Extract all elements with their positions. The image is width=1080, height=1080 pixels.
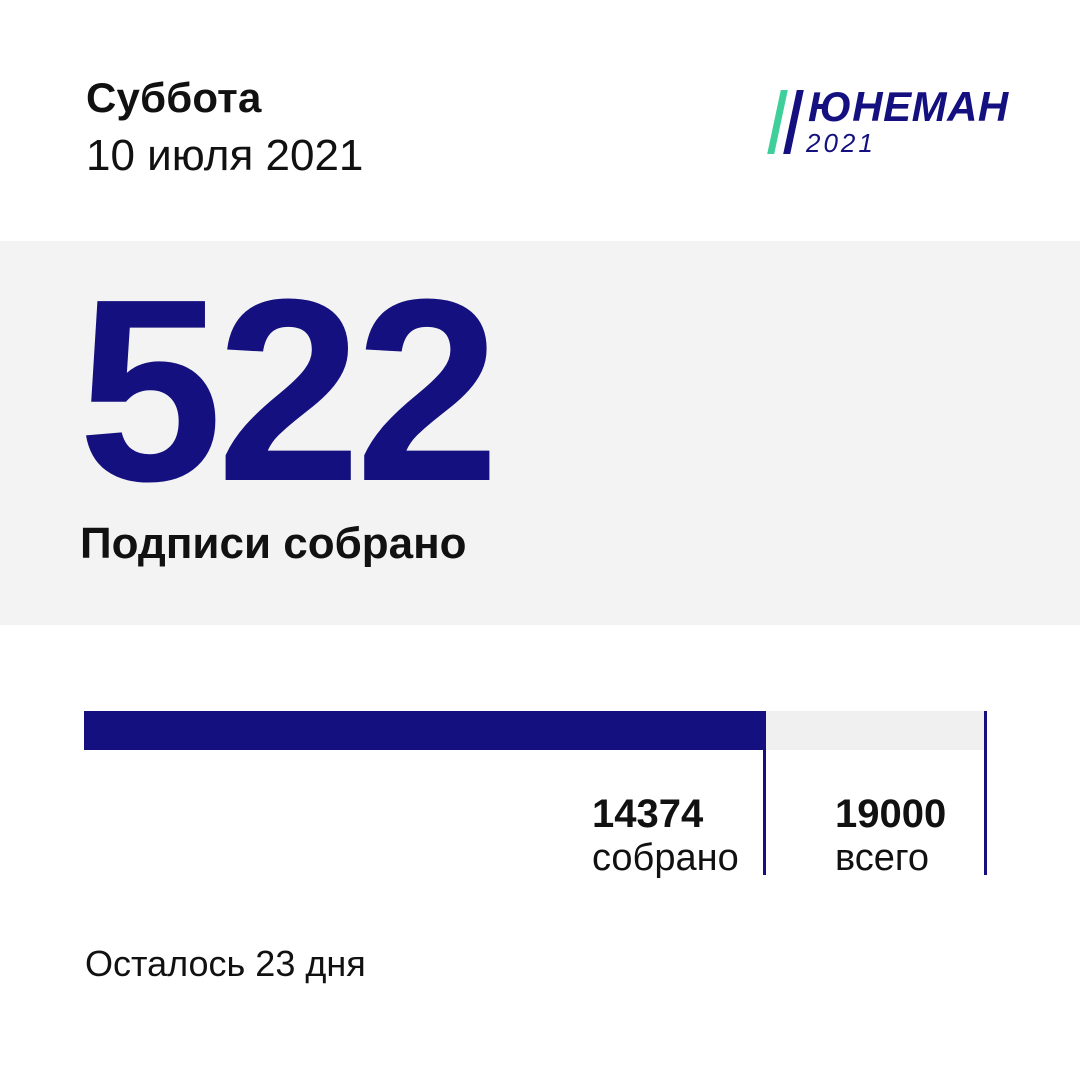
yuneman-logo: ЮНЕМАН 2021 — [766, 84, 1016, 160]
logo-stripe-blue — [783, 90, 804, 154]
collected-stat: 14374 собрано — [592, 792, 739, 880]
signatures-progress-bar — [84, 711, 986, 750]
total-label: всего — [835, 837, 930, 879]
total-value: 19000 — [835, 792, 947, 836]
date-block: Суббота 10 июля 2021 — [86, 72, 363, 184]
days-remaining: Осталось 23 дня — [85, 943, 366, 984]
daily-signatures-caption: Подписи собрано — [80, 519, 467, 568]
daily-signatures-count: 522 — [78, 246, 500, 536]
collected-marker — [763, 750, 766, 875]
collected-label: собрано — [592, 837, 739, 879]
logo-year: 2021 — [806, 128, 876, 158]
weekday: Суббота — [86, 74, 262, 121]
collected-value: 14374 — [592, 792, 704, 836]
logo-title: ЮНЕМАН — [808, 83, 1009, 130]
signatures-today-panel: 522 Подписи собрано — [0, 241, 1080, 625]
date: 10 июля 2021 — [86, 131, 364, 180]
signatures-progress-fill — [84, 711, 766, 750]
total-marker — [984, 711, 987, 875]
total-stat: 19000 всего — [835, 792, 946, 880]
